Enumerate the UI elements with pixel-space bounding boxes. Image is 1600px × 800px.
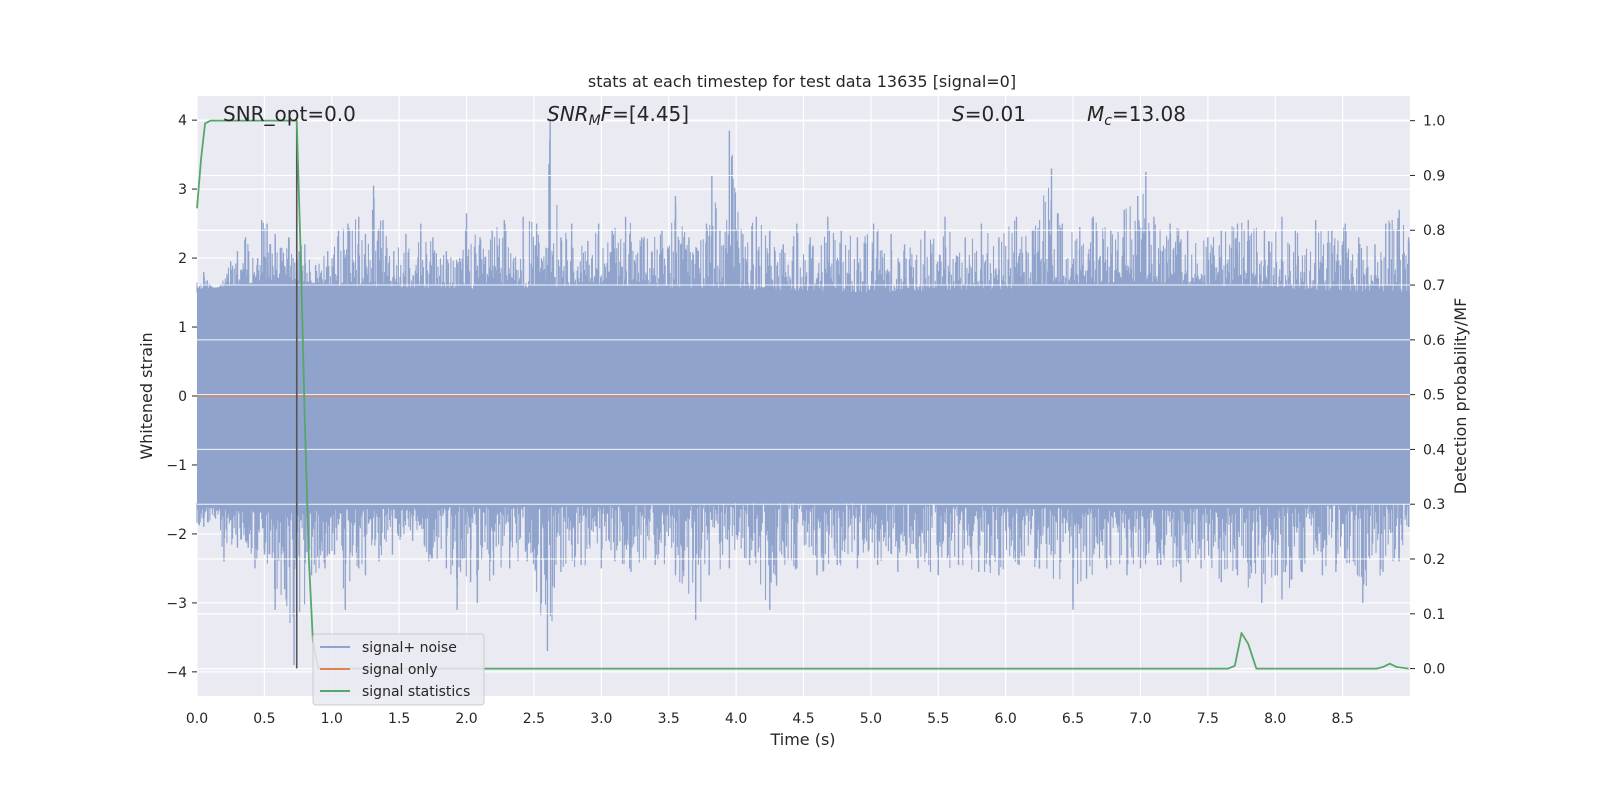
annotations: SNR_opt=0.0 SNRMF=[4.45] S=0.01 Mc=13.08 [223,102,1186,129]
annotation-snr-opt: SNR_opt=0.0 [223,102,356,126]
y-right-tick-label: 0.1 [1423,607,1445,623]
legend: signal+ noise signal only signal statistic… [312,633,485,706]
annotation-part: =[4.45] [612,102,689,126]
legend-label: signal+ noise [362,640,457,656]
y-axis-label: Whitened strain [137,332,156,459]
x-tick-label: 2.0 [455,711,477,727]
y-tick-label: −1 [166,458,187,474]
x-tick-label: 1.5 [388,711,410,727]
x-axis: 0.0 0.5 1.0 1.5 2.0 2.5 3.0 3.5 4.0 4.5 5.0 5.5 6.0 6… [186,711,1354,727]
x-axis-label: Time (s) [769,730,835,749]
annotation-part: =0.01 [965,102,1026,126]
x-tick-label: 1.0 [321,711,343,727]
y-tick-label: −4 [166,665,187,681]
annotation-part: c [1104,113,1112,129]
y-tick-label: 3 [178,182,187,198]
annotation-part: M [589,113,601,129]
x-tick-label: 3.5 [658,711,680,727]
annotation-part: F [601,102,613,126]
annotation-chirp-mass: Mc=13.08 [1087,102,1186,129]
y-right-tick-label: 0.2 [1423,552,1445,568]
y-tick-label: −2 [166,527,187,543]
y-tick-label: −3 [166,596,187,612]
annotation-stat-s: S=0.01 [952,102,1026,126]
x-tick-label: 7.0 [1129,711,1151,727]
annotation-part: SNR [547,102,589,126]
annotation-part: M [1087,102,1104,126]
y-tick-label: 1 [178,320,187,336]
series-layer [196,119,1410,670]
y-right-tick-label: 0.9 [1423,168,1445,184]
x-tick-label: 3.0 [590,711,612,727]
noise-peaks [203,120,1410,293]
annotation-snr-mf: SNRMF=[4.45] [547,102,689,129]
legend-label: signal only [362,662,437,678]
x-tick-label: 6.5 [1062,711,1084,727]
y-right-tick-label: 1.0 [1423,114,1445,130]
x-tick-label: 5.0 [860,711,882,727]
x-tick-label: 0.0 [186,711,208,727]
y-right-tick-label: 0.8 [1423,223,1445,239]
y-right-tick-label: 0.5 [1423,388,1445,404]
chart-title: stats at each timestep for test data 136… [588,72,1016,91]
y-axis-right-label: Detection probability/MF [1451,298,1470,495]
x-tick-label: 6.0 [995,711,1017,727]
y-right-tick-label: 0.3 [1423,497,1445,513]
y-tick-label: 4 [178,113,187,129]
x-tick-label: 8.0 [1264,711,1286,727]
x-tick-label: 8.5 [1331,711,1353,727]
legend-label: signal statistics [362,684,470,700]
y-axis-left: 4 3 2 1 0 −1 −2 −3 −4 [166,113,197,681]
x-tick-label: 4.0 [725,711,747,727]
y-right-tick-label: 0.4 [1423,442,1445,458]
annotation-part: =13.08 [1112,102,1186,126]
x-tick-label: 0.5 [253,711,275,727]
annotation-part: S [952,102,965,126]
x-tick-label: 7.5 [1197,711,1219,727]
y-right-tick-label: 0.6 [1423,333,1445,349]
y-right-tick-label: 0.0 [1423,662,1445,678]
plot-area: SNR_opt=0.0 SNRMF=[4.45] S=0.01 Mc=13.08 [196,96,1410,696]
legend-box [312,633,485,706]
x-tick-label: 5.5 [927,711,949,727]
y-axis-right: 1.0 0.9 0.8 0.7 0.6 0.5 0.4 0.3 0.2 0.1 0.0 [1410,114,1445,678]
y-right-tick-label: 0.7 [1423,278,1445,294]
y-tick-label: 2 [178,251,187,267]
x-tick-label: 2.5 [523,711,545,727]
y-tick-label: 0 [178,389,187,405]
x-tick-label: 4.5 [792,711,814,727]
